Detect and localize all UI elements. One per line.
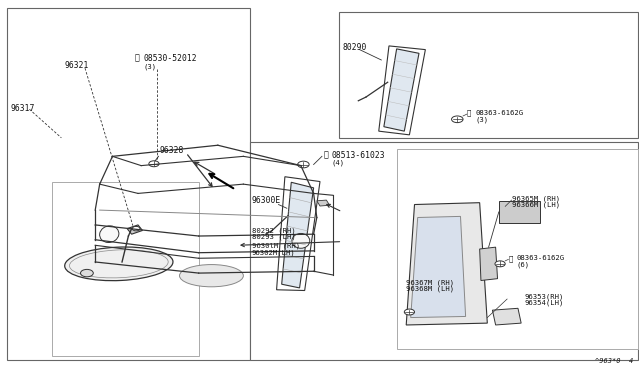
Text: 96368M (LH): 96368M (LH) <box>406 286 454 292</box>
Polygon shape <box>127 225 143 234</box>
Polygon shape <box>479 247 497 280</box>
Text: 96354(LH): 96354(LH) <box>524 300 564 307</box>
Ellipse shape <box>292 234 310 248</box>
Circle shape <box>81 269 93 277</box>
Polygon shape <box>384 49 419 131</box>
Text: 80292 (RH): 80292 (RH) <box>252 227 296 234</box>
Text: 80293 (LH): 80293 (LH) <box>252 234 296 240</box>
Text: (4): (4) <box>332 159 344 166</box>
Text: 80290: 80290 <box>342 42 367 51</box>
Polygon shape <box>406 203 487 325</box>
Circle shape <box>404 309 415 315</box>
Text: 96366M (LH): 96366M (LH) <box>511 202 560 208</box>
Ellipse shape <box>179 264 243 287</box>
Circle shape <box>149 161 159 167</box>
Polygon shape <box>317 200 330 206</box>
Circle shape <box>495 261 505 267</box>
Text: 96302M(LH): 96302M(LH) <box>252 249 296 256</box>
Text: 96300E: 96300E <box>252 196 281 205</box>
Text: 08513-61023: 08513-61023 <box>332 151 385 160</box>
Circle shape <box>132 227 140 231</box>
Text: Ⓢ: Ⓢ <box>467 110 471 116</box>
Text: 96367M (RH): 96367M (RH) <box>406 280 454 286</box>
Text: Ⓢ: Ⓢ <box>135 54 140 62</box>
FancyBboxPatch shape <box>499 201 540 223</box>
Text: 08363-6162G: 08363-6162G <box>475 110 524 116</box>
Text: 08363-6162G: 08363-6162G <box>516 255 565 261</box>
Ellipse shape <box>100 226 119 243</box>
Text: 96321: 96321 <box>65 61 89 70</box>
FancyBboxPatch shape <box>7 8 250 360</box>
Text: 9630lM (RH): 9630lM (RH) <box>252 243 300 249</box>
Text: Ⓢ: Ⓢ <box>323 151 328 160</box>
Text: Ⓢ: Ⓢ <box>508 255 513 262</box>
Text: 96328: 96328 <box>159 146 184 155</box>
FancyBboxPatch shape <box>250 141 638 360</box>
Text: (3): (3) <box>475 116 488 123</box>
Text: 08530-52012: 08530-52012 <box>143 54 196 62</box>
Text: 96353(RH): 96353(RH) <box>524 294 564 301</box>
Polygon shape <box>411 217 466 318</box>
FancyBboxPatch shape <box>339 12 638 138</box>
Circle shape <box>298 161 309 168</box>
Text: (6): (6) <box>516 261 530 268</box>
Polygon shape <box>492 308 521 325</box>
FancyBboxPatch shape <box>52 182 198 356</box>
Circle shape <box>452 116 463 123</box>
Text: (3): (3) <box>143 63 156 70</box>
Text: 96365M (RH): 96365M (RH) <box>511 196 560 202</box>
Text: ^963*0  4: ^963*0 4 <box>595 358 633 364</box>
Text: 96317: 96317 <box>10 104 35 113</box>
Polygon shape <box>282 182 314 288</box>
Ellipse shape <box>65 247 173 280</box>
FancyBboxPatch shape <box>397 149 638 349</box>
